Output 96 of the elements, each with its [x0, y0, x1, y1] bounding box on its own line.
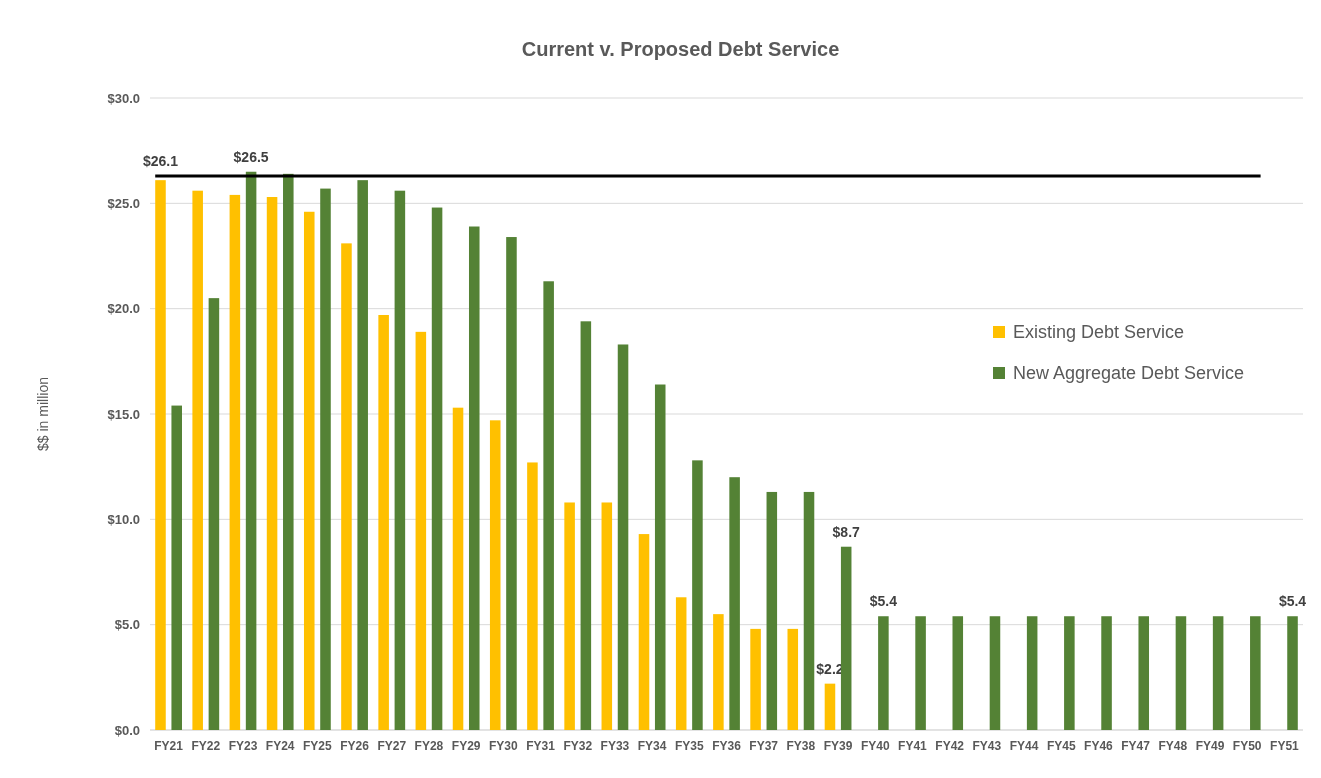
bar [638, 534, 650, 730]
bar [952, 616, 964, 730]
bar [989, 616, 1001, 730]
bar [617, 344, 629, 730]
y-tick-label: $0.0 [114, 722, 140, 738]
bar [787, 628, 799, 730]
x-tick-label: FY38 [786, 739, 816, 753]
x-tick-label: FY48 [1158, 739, 1188, 753]
bar [506, 237, 517, 730]
data-label: $5.4 [869, 593, 898, 610]
bar [192, 190, 203, 730]
bar [527, 462, 538, 730]
x-tick-label: FY26 [340, 739, 370, 753]
x-tick-label: FY49 [1195, 739, 1225, 753]
chart-title: Current v. Proposed Debt Service [521, 38, 840, 60]
x-tick-label: FY43 [972, 739, 1002, 753]
y-tick-label: $20.0 [107, 301, 140, 317]
bar [824, 683, 836, 730]
bar [468, 226, 480, 730]
x-tick-label: FY29 [451, 739, 481, 753]
x-tick-label: FY41 [898, 739, 928, 753]
y-tick-label: $15.0 [107, 406, 140, 422]
data-label: $26.5 [233, 148, 269, 165]
y-tick-label: $25.0 [107, 195, 140, 211]
x-tick-label: FY33 [600, 739, 630, 753]
bar [803, 491, 815, 730]
x-tick-label: FY31 [526, 739, 556, 753]
x-tick-label: FY34 [637, 739, 667, 753]
bar [915, 616, 926, 730]
bar [1138, 616, 1150, 730]
legend-label: Existing Debt Service [1013, 322, 1185, 343]
bar [601, 502, 613, 730]
bar [1287, 616, 1298, 730]
y-tick-label: $10.0 [107, 511, 140, 527]
x-tick-label: FY46 [1084, 739, 1114, 753]
bar [766, 491, 778, 730]
bar [840, 546, 852, 730]
x-tick-label: FY24 [265, 739, 295, 753]
bar [229, 194, 241, 730]
x-tick-label: FY22 [191, 739, 221, 753]
bar [378, 314, 389, 730]
x-tick-label: FY39 [823, 739, 853, 753]
y-tick-label: $5.0 [114, 617, 140, 633]
bar [1026, 616, 1038, 730]
x-tick-label: FY50 [1232, 739, 1262, 753]
bar [303, 211, 315, 730]
bar [489, 420, 501, 730]
bar [713, 614, 724, 730]
bar [394, 190, 406, 730]
bar [692, 460, 703, 730]
bar [750, 628, 761, 730]
bar [357, 180, 368, 730]
x-tick-label: FY44 [1009, 739, 1039, 753]
bar [208, 298, 220, 730]
x-tick-label: FY23 [228, 739, 258, 753]
bar [580, 321, 592, 730]
x-tick-label: FY42 [935, 739, 965, 753]
legend-label: New Aggregate Debt Service [1013, 363, 1245, 384]
bar [654, 384, 666, 730]
bar [415, 331, 427, 730]
bar [452, 407, 464, 730]
bar [878, 616, 889, 730]
data-label: $5.4 [1278, 593, 1307, 610]
x-tick-label: FY45 [1046, 739, 1076, 753]
bar [564, 502, 575, 730]
x-tick-label: FY32 [563, 739, 593, 753]
bar [431, 207, 443, 730]
bar [543, 281, 554, 730]
x-tick-label: FY37 [749, 739, 779, 753]
bar [1175, 616, 1187, 730]
x-tick-label: FY27 [377, 739, 407, 753]
x-tick-label: FY21 [154, 739, 184, 753]
y-tick-label: $30.0 [107, 90, 140, 106]
bar [1101, 616, 1112, 730]
bar [1250, 616, 1261, 730]
bar [341, 243, 352, 730]
bar [1064, 616, 1075, 730]
x-tick-label: FY25 [303, 739, 333, 753]
bar [320, 188, 331, 730]
bar [729, 477, 740, 730]
data-label: $8.7 [832, 523, 861, 540]
bar [1212, 616, 1224, 730]
data-label: $26.1 [142, 153, 179, 170]
x-tick-label: FY28 [414, 739, 444, 753]
x-tick-label: FY40 [860, 739, 890, 753]
bar [675, 597, 687, 730]
bar [155, 180, 166, 730]
x-tick-label: FY51 [1270, 739, 1300, 753]
bar [171, 405, 182, 730]
x-tick-label: FY35 [674, 739, 704, 753]
x-tick-label: FY47 [1121, 739, 1151, 753]
y-axis-title: $$ in million [35, 377, 51, 451]
bar [266, 197, 278, 730]
x-tick-label: FY30 [488, 739, 518, 753]
x-tick-label: FY36 [712, 739, 742, 753]
bar [245, 171, 257, 730]
